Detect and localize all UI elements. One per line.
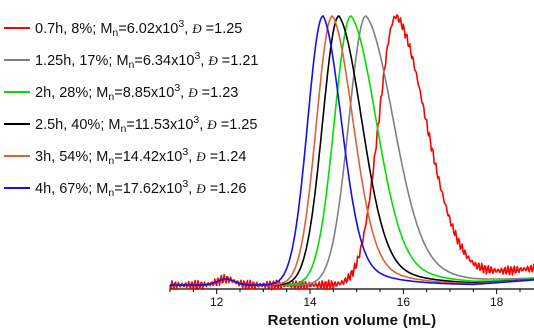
legend-swatch-2: [4, 91, 30, 93]
series-line-4h: [170, 15, 534, 286]
x-tick-label: 14: [303, 295, 317, 309]
x-axis-title: Retention volume (mL): [267, 312, 437, 329]
legend: 0.7h, 8%; Mn=6.02x103, Đ =1.25 1.25h, 17…: [4, 12, 334, 204]
legend-label: 0.7h, 8%; Mn=6.02x103, Đ =1.25: [35, 17, 243, 39]
series-line-0.7h: [169, 14, 534, 291]
legend-swatch-5: [4, 187, 30, 189]
legend-item: 3h, 54%; Mn=14.42x103, Đ =1.24: [4, 140, 334, 172]
legend-label: 3h, 54%; Mn=14.42x103, Đ =1.24: [35, 145, 247, 167]
legend-label: 1.25h, 17%; Mn=6.34x103, Đ =1.21: [35, 49, 259, 71]
legend-swatch-0: [4, 27, 30, 29]
x-tick-label: 18: [490, 295, 504, 309]
legend-item: 2.5h, 40%; Mn=11.53x103, Đ =1.25: [4, 108, 334, 140]
legend-swatch-4: [4, 155, 30, 157]
legend-swatch-1: [4, 59, 30, 61]
legend-item: 0.7h, 8%; Mn=6.02x103, Đ =1.25: [4, 12, 334, 44]
x-tick-label: 12: [210, 295, 224, 309]
legend-label: 4h, 67%; Mn=17.62x103, Đ =1.26: [35, 177, 247, 199]
x-tick-label: 16: [397, 295, 411, 309]
legend-label: 2.5h, 40%; Mn=11.53x103, Đ =1.25: [35, 113, 258, 135]
legend-label: 2h, 28%; Mn=8.85x103, Đ =1.23: [35, 81, 239, 103]
legend-swatch-3: [4, 123, 30, 125]
legend-item: 4h, 67%; Mn=17.62x103, Đ =1.26: [4, 172, 334, 204]
legend-item: 1.25h, 17%; Mn=6.34x103, Đ =1.21: [4, 44, 334, 76]
legend-item: 2h, 28%; Mn=8.85x103, Đ =1.23: [4, 76, 334, 108]
